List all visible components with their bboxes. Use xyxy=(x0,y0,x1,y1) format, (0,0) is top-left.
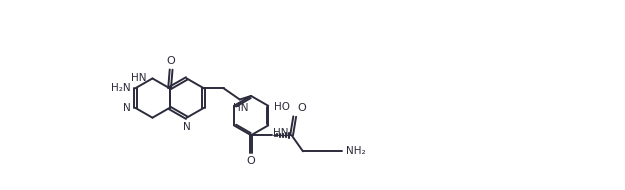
Text: HN: HN xyxy=(272,128,288,138)
Text: HN: HN xyxy=(131,73,146,83)
Text: HO: HO xyxy=(274,102,290,112)
Text: N: N xyxy=(123,103,131,113)
Text: NH₂: NH₂ xyxy=(346,146,366,156)
Text: O: O xyxy=(167,56,176,66)
Text: O: O xyxy=(298,104,306,113)
Text: H₂N: H₂N xyxy=(111,83,131,93)
Text: HN: HN xyxy=(232,103,248,113)
Text: N: N xyxy=(183,122,191,132)
Text: O: O xyxy=(247,156,256,166)
